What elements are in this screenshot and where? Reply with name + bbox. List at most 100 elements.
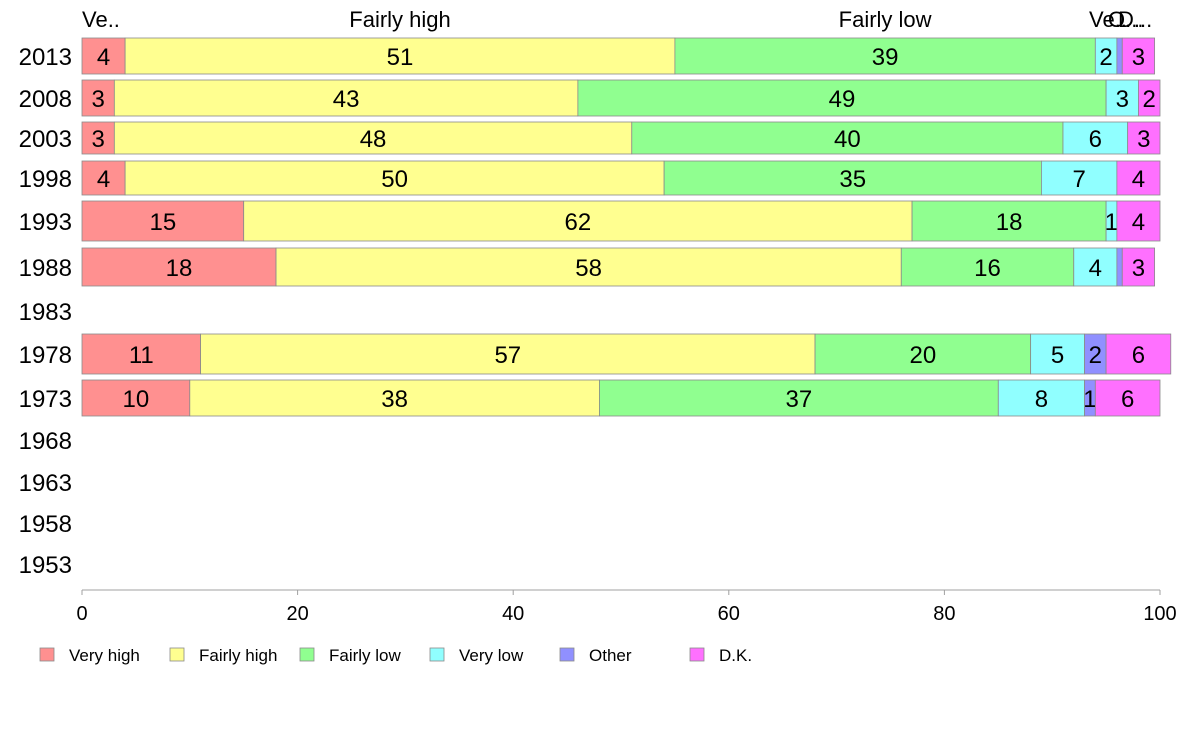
data-label-1988-very-low: 4 [1089,255,1102,282]
bar-1973-d-k- [1094,379,1161,417]
data-label-1998-fairly-low: 35 [839,166,866,193]
legend-swatch-0 [39,647,55,662]
legend-label-4: Other [589,646,632,665]
data-label-2003-fairly-high: 48 [360,126,387,153]
bar-1998-very-low [1041,160,1118,196]
bar-2003-fairly-high [113,121,633,155]
data-label-1993-very-low: 1 [1105,209,1118,236]
bar-2013-d-k- [1121,37,1156,75]
legend-swatch-4 [559,647,575,662]
bar-1998-d-k- [1116,160,1161,196]
data-label-1978-fairly-low: 20 [909,342,936,369]
data-label-2013-very-high: 4 [97,44,110,71]
bar-1978-d-k- [1105,333,1172,375]
data-label-1978-fairly-high: 57 [494,342,521,369]
legend-label-2: Fairly low [329,646,402,665]
year-label-1993: 1993 [19,209,72,236]
data-label-1973-fairly-low: 37 [786,386,813,413]
x-tick-label-80: 80 [933,603,955,625]
bar-2003-very-low [1062,121,1129,155]
data-label-1993-d-k-: 4 [1132,209,1145,236]
data-label-1973-d-k-: 6 [1121,386,1134,413]
data-label-1993-fairly-high: 62 [565,209,592,236]
legend-label-5: D.K. [719,646,752,665]
legend-label-0: Very high [69,646,140,665]
bar-1978-very-low [1030,333,1085,375]
bar-2008-d-k- [1138,79,1161,117]
data-label-2003-very-low: 6 [1089,126,1102,153]
data-label-1988-very-high: 18 [166,255,193,282]
bar-1988-d-k- [1121,247,1156,287]
year-label-1953: 1953 [19,552,72,579]
data-label-2008-fairly-high: 43 [333,86,360,113]
year-label-1998: 1998 [19,166,72,193]
top-label-5: D... [1118,7,1152,32]
bar-1988-fairly-low [900,247,1075,287]
legend-swatch-1 [169,647,185,662]
data-label-2013-d-k-: 3 [1132,44,1145,71]
bar-1993-d-k- [1116,200,1161,242]
data-label-1978-other: 2 [1089,342,1102,369]
top-label-1: Fairly high [349,7,450,32]
bar-2003-very-high [81,121,115,155]
data-label-1988-fairly-high: 58 [575,255,602,282]
year-label-1988: 1988 [19,255,72,282]
bar-2008-very-high [81,79,115,117]
data-label-1998-fairly-high: 50 [381,166,408,193]
bar-1993-fairly-low [911,200,1107,242]
bar-2013-other [1116,37,1123,75]
bar-1998-very-high [81,160,126,196]
x-tick-label-60: 60 [718,603,740,625]
x-tick-label-20: 20 [286,603,308,625]
bar-1988-other [1116,247,1123,287]
year-label-1973: 1973 [19,386,72,413]
data-label-2003-very-high: 3 [91,126,104,153]
data-label-1988-d-k-: 3 [1132,255,1145,282]
bar-2008-very-low [1105,79,1139,117]
top-label-2: Fairly low [839,7,932,32]
data-label-1998-very-high: 4 [97,166,110,193]
data-label-1978-very-low: 5 [1051,342,1064,369]
data-label-1993-fairly-low: 18 [996,209,1023,236]
data-label-2013-fairly-low: 39 [872,44,899,71]
x-tick-label-100: 100 [1143,603,1176,625]
data-label-1998-very-low: 7 [1072,166,1085,193]
bar-2013-very-high [81,37,126,75]
year-label-1958: 1958 [19,511,72,538]
data-label-1973-very-low: 8 [1035,386,1048,413]
year-label-1978: 1978 [19,342,72,369]
data-label-2008-very-low: 3 [1116,86,1129,113]
legend-label-3: Very low [459,646,524,665]
bar-1973-very-low [997,379,1085,417]
bar-2008-fairly-high [113,79,579,117]
data-label-2008-fairly-low: 49 [829,86,856,113]
data-label-1998-d-k-: 4 [1132,166,1145,193]
year-label-2008: 2008 [19,86,72,113]
legend-swatch-5 [689,647,705,662]
bar-1973-very-high [81,379,191,417]
top-label-4: O... [1108,7,1143,32]
data-label-1978-d-k-: 6 [1132,342,1145,369]
legend-label-1: Fairly high [199,646,277,665]
legend-swatch-3 [429,647,445,662]
x-tick-label-40: 40 [502,603,524,625]
bar-1988-fairly-high [275,247,902,287]
year-label-2013: 2013 [19,44,72,71]
data-label-2003-fairly-low: 40 [834,126,861,153]
data-label-1973-fairly-high: 38 [381,386,408,413]
bar-1988-very-high [81,247,277,287]
bar-2003-fairly-low [631,121,1064,155]
top-label-3: Ve.. [1089,7,1127,32]
year-label-1983: 1983 [19,299,72,326]
bar-1978-fairly-low [814,333,1032,375]
data-label-2003-d-k-: 3 [1137,126,1150,153]
data-label-1993-very-high: 15 [149,209,176,236]
bar-2013-fairly-high [124,37,676,75]
bar-2008-fairly-low [577,79,1107,117]
year-label-1963: 1963 [19,470,72,497]
data-label-1978-very-high: 11 [129,342,154,369]
bar-2013-fairly-low [674,37,1096,75]
bar-1973-fairly-high [189,379,600,417]
data-label-2013-fairly-high: 51 [387,44,414,71]
